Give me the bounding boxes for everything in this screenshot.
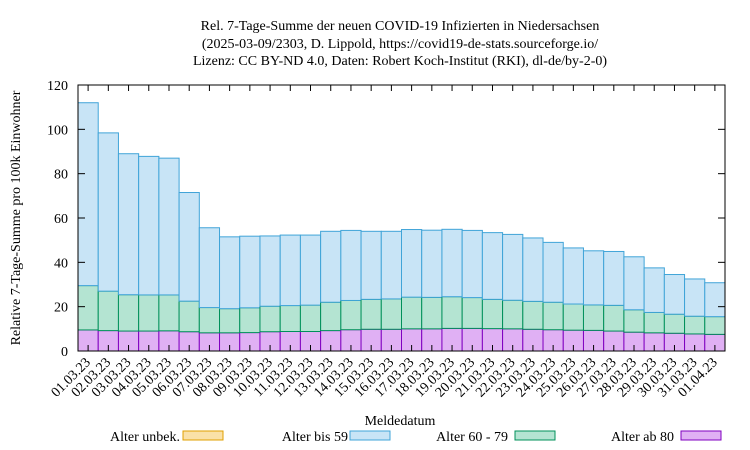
bar-alter-bis-59-09.03.23 bbox=[239, 235, 261, 309]
bar-alter-bis-59-26.03.23 bbox=[582, 250, 605, 306]
bar-alter-bis-59-27.03.23 bbox=[603, 250, 625, 306]
bar-alter-bis-59-31.03.23 bbox=[684, 278, 706, 317]
y-tick-label: 20 bbox=[54, 301, 68, 316]
bar-alter-60-79-02.03.23 bbox=[97, 290, 119, 332]
bar-alter-60-79-18.03.23 bbox=[421, 296, 443, 330]
bar-alter-60-79-23.03.23 bbox=[522, 300, 544, 330]
legend-swatch bbox=[182, 430, 224, 441]
bar-alter-60-79-26.03.23 bbox=[582, 304, 605, 331]
bar-alter-60-79-08.03.23 bbox=[219, 308, 241, 334]
bar-alter-60-79-13.03.23 bbox=[320, 301, 342, 332]
chart-title-line-2: (2025-03-09/2303, D. Lippold, https://co… bbox=[202, 37, 598, 52]
bar-alter-bis-59-22.03.23 bbox=[502, 233, 524, 301]
bar-alter-bis-59-15.03.23 bbox=[360, 230, 382, 300]
bar-alter-bis-59-28.03.23 bbox=[623, 256, 645, 311]
bar-alter-60-79-22.03.23 bbox=[502, 299, 524, 330]
bars-layer bbox=[77, 102, 726, 352]
y-tick-label: 0 bbox=[61, 345, 68, 360]
y-tick-label: 40 bbox=[54, 256, 68, 271]
bar-alter-bis-59-16.03.23 bbox=[380, 230, 402, 300]
bar-alter-60-79-29.03.23 bbox=[643, 311, 665, 334]
y-axis-label: Relative 7-Tage-Summe pro 100k Einwohner bbox=[9, 90, 24, 345]
bar-alter-bis-59-25.03.23 bbox=[562, 247, 584, 305]
bar-alter-bis-59-01.04.23 bbox=[704, 282, 726, 318]
bar-alter-bis-59-03.03.23 bbox=[117, 153, 140, 296]
bar-alter-60-79-15.03.23 bbox=[360, 298, 382, 330]
bar-alter-bis-59-01.03.23 bbox=[77, 102, 99, 287]
bar-alter-60-79-07.03.23 bbox=[198, 307, 221, 334]
bar-alter-bis-59-29.03.23 bbox=[643, 267, 665, 313]
bar-alter-60-79-12.03.23 bbox=[299, 304, 322, 332]
legend-label: Alter ab 80 bbox=[611, 430, 674, 445]
bar-alter-60-79-01.04.23 bbox=[704, 316, 726, 335]
legend-swatch bbox=[514, 430, 556, 441]
bar-alter-bis-59-19.03.23 bbox=[441, 228, 463, 298]
bar-alter-bis-59-07.03.23 bbox=[198, 227, 221, 309]
bar-alter-60-79-24.03.23 bbox=[542, 301, 564, 331]
x-axis-label: Meldedatum bbox=[365, 414, 436, 429]
bar-alter-60-79-25.03.23 bbox=[562, 303, 584, 331]
bar-alter-60-79-04.03.23 bbox=[138, 294, 160, 332]
legend-swatch bbox=[680, 430, 722, 441]
chart-title-line-3: Lizenz: CC BY-ND 4.0, Daten: Robert Koch… bbox=[193, 54, 607, 69]
bar-alter-60-79-19.03.23 bbox=[441, 296, 463, 329]
bar-alter-bis-59-12.03.23 bbox=[299, 234, 322, 306]
bar-alter-60-79-16.03.23 bbox=[380, 298, 402, 330]
bar-alter-60-79-09.03.23 bbox=[239, 307, 261, 334]
legend: Alter unbek. Alter bis 59 Alter 60 - 79 Alt… bbox=[110, 430, 722, 445]
bar-alter-bis-59-18.03.23 bbox=[421, 229, 443, 298]
bar-alter-bis-59-02.03.23 bbox=[97, 132, 119, 292]
bar-alter-bis-59-13.03.23 bbox=[320, 230, 342, 303]
y-tick-label: 80 bbox=[54, 168, 68, 183]
bar-alter-60-79-10.03.23 bbox=[259, 305, 281, 333]
bar-alter-60-79-30.03.23 bbox=[663, 313, 686, 334]
bar-alter-bis-59-08.03.23 bbox=[219, 236, 241, 310]
bar-alter-60-79-27.03.23 bbox=[603, 304, 625, 332]
bar-alter-60-79-05.03.23 bbox=[158, 294, 180, 332]
bar-alter-60-79-01.03.23 bbox=[77, 285, 99, 331]
bar-alter-60-79-14.03.23 bbox=[340, 299, 362, 331]
bar-alter-60-79-31.03.23 bbox=[684, 315, 706, 335]
bar-alter-60-79-17.03.23 bbox=[401, 296, 423, 330]
y-tick-label: 100 bbox=[47, 123, 68, 138]
legend-label: Alter 60 - 79 bbox=[436, 430, 508, 445]
legend-label: Alter unbek. bbox=[110, 430, 180, 445]
bar-alter-bis-59-11.03.23 bbox=[279, 234, 301, 307]
bar-alter-bis-59-23.03.23 bbox=[522, 237, 544, 302]
y-tick-label: 60 bbox=[54, 212, 68, 227]
bar-alter-60-79-03.03.23 bbox=[117, 294, 140, 332]
bar-alter-60-79-20.03.23 bbox=[461, 297, 483, 329]
bar-alter-bis-59-30.03.23 bbox=[663, 274, 686, 315]
bar-alter-bis-59-06.03.23 bbox=[178, 192, 200, 302]
chart-title-line-1: Rel. 7-Tage-Summe der neuen COVID-19 Inf… bbox=[201, 19, 600, 34]
bar-alter-bis-59-20.03.23 bbox=[461, 229, 483, 299]
chart-title: Rel. 7-Tage-Summe der neuen COVID-19 Inf… bbox=[193, 19, 607, 69]
y-tick-label: 120 bbox=[47, 79, 68, 94]
bar-alter-bis-59-24.03.23 bbox=[542, 241, 564, 303]
bar-alter-bis-59-05.03.23 bbox=[158, 157, 180, 296]
bar-alter-bis-59-17.03.23 bbox=[401, 229, 423, 298]
bar-alter-60-79-11.03.23 bbox=[279, 305, 301, 332]
legend-label: Alter bis 59 bbox=[282, 430, 348, 445]
legend-swatch bbox=[349, 430, 391, 441]
bar-alter-60-79-28.03.23 bbox=[623, 309, 645, 333]
bar-alter-60-79-06.03.23 bbox=[178, 300, 200, 333]
bar-alter-bis-59-14.03.23 bbox=[340, 229, 362, 301]
bar-alter-bis-59-21.03.23 bbox=[481, 232, 504, 300]
bar-alter-bis-59-10.03.23 bbox=[259, 235, 281, 307]
bar-alter-60-79-21.03.23 bbox=[481, 298, 504, 330]
bar-alter-bis-59-04.03.23 bbox=[138, 155, 160, 296]
